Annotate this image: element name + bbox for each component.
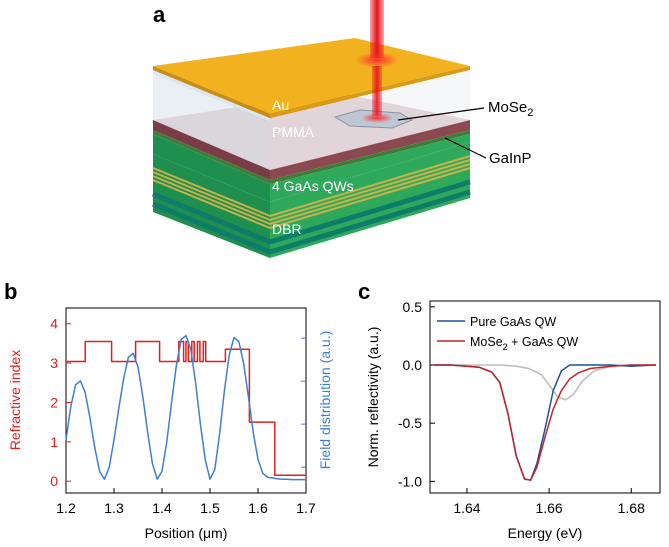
panel-b-chart: b 0 1 2 3 4 1.2 1.3 1.4 1.5 1.6 1.7 Position (μm)…	[4, 279, 333, 541]
ytick-label-c-2: -0.5	[398, 415, 422, 431]
xtick-label-b-5: 1.7	[296, 500, 316, 516]
qw-stripes	[152, 155, 471, 230]
xtick-label-b-2: 1.4	[152, 500, 172, 516]
panel-label-c: c	[358, 279, 370, 304]
pmma-label: PMMA	[272, 124, 315, 140]
right-axis-b	[301, 337, 306, 468]
y-axis-title-right-b: Field distribution (a.u.)	[317, 331, 333, 470]
x-axis-b: 1.2 1.3 1.4 1.5 1.6 1.7	[56, 488, 316, 516]
y-axis-c: 0.5 0.0 -0.5 -1.0	[398, 299, 435, 489]
xtick-label-c-0: 1.64	[453, 500, 480, 516]
series-line-difference	[434, 364, 656, 401]
x-axis-title-b: Position (μm)	[145, 525, 228, 541]
au-label: Au	[272, 97, 289, 113]
y-axis-title-left-b: Refractive index	[7, 350, 23, 450]
legend-label-mose2: MoSe2 + GaAs QW	[470, 335, 578, 352]
legend-label-pure: Pure GaAs QW	[470, 315, 556, 329]
ytick-label-left-b-0: 0	[50, 473, 58, 489]
panel-c-chart: c 0.5 0.0 -0.5 -1.0 1.64 1.66 1.68 Pure GaAs …	[358, 279, 661, 541]
series-b	[65, 334, 306, 481]
ytick-label-left-b-3: 3	[50, 355, 58, 371]
qws-label: 4 GaAs QWs	[272, 178, 354, 194]
x-axis-title-c: Energy (eV)	[508, 525, 583, 541]
gap-left	[153, 70, 270, 122]
gainp-callout-line	[444, 137, 487, 159]
plot-frame-c	[429, 300, 661, 494]
ytick-label-left-b-4: 4	[50, 316, 58, 332]
plot-frame-b	[65, 307, 307, 494]
gainp-callout: GaInP	[489, 150, 532, 167]
panel-label-b: b	[4, 279, 17, 304]
ytick-label-left-b-1: 1	[50, 434, 58, 450]
ytick-label-c-3: -1.0	[398, 473, 422, 489]
xtick-label-c-1: 1.66	[535, 500, 562, 516]
legend-c: Pure GaAs QW MoSe2 + GaAs QW	[437, 315, 578, 352]
left-axis-b: 0 1 2 3 4	[50, 316, 71, 489]
ytick-label-left-b-2: 2	[50, 394, 58, 410]
gap-side	[153, 74, 270, 170]
series-line-pure-gaas-qw	[434, 364, 656, 481]
xtick-label-b-4: 1.6	[248, 500, 268, 516]
xtick-label-c-2: 1.68	[618, 500, 645, 516]
ytick-label-c-0: 0.5	[403, 299, 423, 315]
laser-beam	[355, 0, 399, 123]
ytick-label-c-1: 0.0	[403, 357, 423, 373]
series-line-b-field-distribution	[65, 334, 306, 481]
series-line-mose2-gaas-qw	[434, 364, 656, 481]
xtick-label-b-0: 1.2	[56, 500, 76, 516]
mose2-callout-line	[397, 107, 485, 121]
x-axis-c: 1.64 1.66 1.68	[453, 488, 645, 516]
xtick-label-b-3: 1.5	[200, 500, 220, 516]
y-axis-title-c: Norm. reflectivity (a.u.)	[365, 327, 381, 468]
dbr-stripes	[152, 179, 471, 255]
panel-a-schematic: a	[152, 0, 533, 258]
series-c	[434, 364, 656, 481]
series-line-b-refractive-index	[66, 340, 306, 477]
dbr-label: DBR	[272, 221, 302, 237]
panel-label-a: a	[153, 2, 166, 27]
mose2-callout: MoSe2	[488, 99, 533, 119]
xtick-label-b-1: 1.3	[104, 500, 124, 516]
